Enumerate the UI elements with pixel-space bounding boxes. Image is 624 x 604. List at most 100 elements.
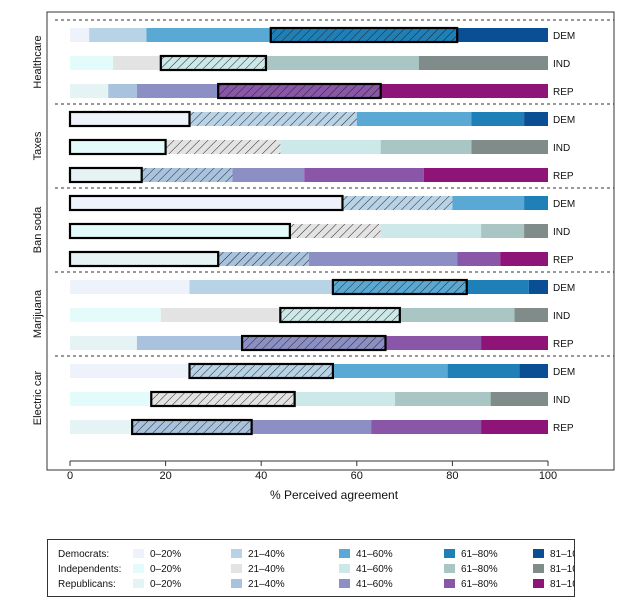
- legend-swatch: [533, 579, 544, 588]
- bar-segment: [500, 252, 548, 266]
- legend-bin-label: 61–80%: [461, 579, 498, 590]
- legend-bin-label: 21–40%: [248, 549, 285, 560]
- party-label: IND: [553, 227, 570, 238]
- bar-segment: [528, 280, 548, 294]
- bar-segment: [70, 308, 161, 322]
- legend-swatch: [231, 564, 242, 573]
- legend-bin-label: 21–40%: [248, 564, 285, 575]
- party-label: DEM: [553, 283, 575, 294]
- bar-segment: [294, 392, 396, 406]
- party-label: IND: [553, 59, 570, 70]
- hatch-overlay: [165, 140, 281, 154]
- hatch-overlay: [218, 252, 309, 266]
- legend-swatch: [133, 564, 144, 573]
- x-tick-label: 60: [351, 470, 363, 482]
- legend-swatch: [444, 564, 455, 573]
- party-label: DEM: [553, 367, 575, 378]
- bar-segment: [146, 28, 271, 42]
- bar-segment: [380, 84, 548, 98]
- legend-swatch: [133, 579, 144, 588]
- x-axis: 0 20 40 60 80 100: [67, 460, 557, 482]
- legend-bin-label: 81–100%: [550, 564, 574, 575]
- bar-segment: [113, 56, 161, 70]
- legend-swatch: [339, 564, 350, 573]
- x-tick-label: 0: [67, 470, 73, 482]
- bar-segment: [466, 280, 529, 294]
- bar-segment: [395, 392, 491, 406]
- bar-segment: [380, 140, 472, 154]
- bar-segment: [452, 196, 525, 210]
- x-tick-label: 80: [446, 470, 458, 482]
- bar-segment: [418, 56, 548, 70]
- bar-segment: [70, 252, 219, 266]
- legend-series-name: Republicans:: [58, 579, 116, 590]
- legend-bin-label: 0–20%: [150, 564, 181, 575]
- highlight-outline: [217, 82, 382, 100]
- bar-segment: [514, 308, 548, 322]
- labels-layer: Healthcare DEM IND REP Taxes DEM IND REP Ban sod…: [32, 31, 575, 434]
- highlight-outline: [150, 390, 296, 408]
- legend-series-name: Independents:: [58, 564, 121, 575]
- legend-svg: Democrats: 0–20% 21–40% 41–60% 61–80% 81–100%…: [58, 549, 592, 590]
- bar-segment: [490, 392, 548, 406]
- x-axis-label: % Perceived agreement: [270, 488, 399, 502]
- highlight-outline: [68, 250, 220, 268]
- party-label: REP: [553, 255, 574, 266]
- bar-segment: [519, 364, 548, 378]
- group-label: Marijuana: [32, 289, 44, 338]
- bar-segment: [304, 168, 424, 182]
- bar-segment: [371, 420, 482, 434]
- legend: Democrats: 0–20% 21–40% 41–60% 61–80% 81–100%…: [47, 539, 592, 597]
- hatch-overlay: [289, 224, 381, 238]
- hatch-overlay: [151, 392, 295, 406]
- legend-bin-label: 41–60%: [356, 549, 393, 560]
- bar-segment: [70, 224, 290, 238]
- legend-swatch: [231, 549, 242, 558]
- hatch-overlay: [280, 308, 400, 322]
- highlight-outline: [68, 222, 291, 240]
- bar-segment: [70, 336, 137, 350]
- bar-segment: [524, 112, 548, 126]
- party-label: REP: [553, 339, 574, 350]
- bar-segment: [385, 336, 482, 350]
- party-label: IND: [553, 395, 570, 406]
- bar-segment: [70, 28, 90, 42]
- x-tick-label: 100: [539, 470, 557, 482]
- highlight-outline: [188, 362, 334, 380]
- party-label: REP: [553, 423, 574, 434]
- bar-segment: [457, 252, 501, 266]
- bar-segment: [524, 196, 548, 210]
- hatch-overlay: [160, 56, 266, 70]
- highlight-outline: [131, 418, 253, 436]
- bar-segment: [380, 224, 482, 238]
- highlight-outline: [68, 166, 143, 184]
- bar-segment: [108, 84, 137, 98]
- legend-bin-label: 61–80%: [461, 549, 498, 560]
- highlight-outline: [68, 138, 167, 156]
- bar-segment: [70, 112, 190, 126]
- bar-segment: [471, 112, 525, 126]
- party-label: IND: [553, 143, 570, 154]
- legend-swatch: [533, 564, 544, 573]
- bar-segment: [332, 364, 448, 378]
- hatch-overlay: [189, 112, 357, 126]
- bar-segment: [70, 196, 343, 210]
- bar-segment: [189, 280, 333, 294]
- bar-segment: [70, 56, 114, 70]
- group-label: Healthcare: [32, 35, 44, 88]
- x-tick-label: 20: [159, 470, 171, 482]
- legend-swatch: [339, 549, 350, 558]
- highlight-outline: [68, 110, 191, 128]
- x-tick-label: 40: [255, 470, 267, 482]
- bar-segment: [70, 140, 166, 154]
- legend-bin-label: 41–60%: [356, 564, 393, 575]
- legend-swatch: [231, 579, 242, 588]
- legend-swatch: [444, 579, 455, 588]
- bar-segment: [89, 28, 147, 42]
- hatch-overlay: [141, 168, 233, 182]
- bar-segment: [399, 308, 515, 322]
- highlight-outline: [331, 278, 468, 296]
- party-label: DEM: [553, 31, 575, 42]
- legend-bin-label: 81–100%: [550, 579, 574, 590]
- bar-segment: [160, 308, 281, 322]
